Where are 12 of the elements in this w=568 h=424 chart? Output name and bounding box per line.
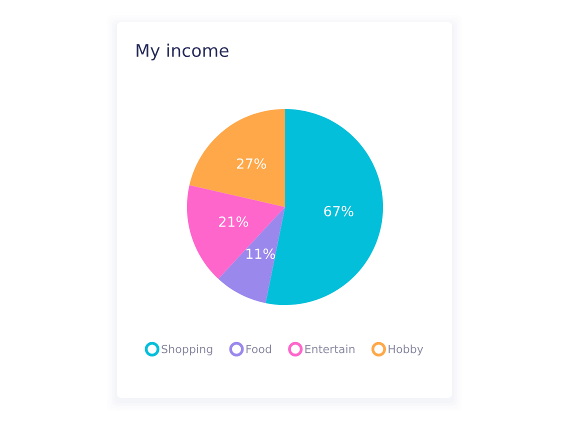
data-label: 21% [219, 216, 248, 227]
legend-label: Food [246, 344, 272, 354]
pie-slice [189, 108, 285, 207]
legend-label: Shopping [162, 344, 212, 356]
data-label: 27% [236, 158, 266, 169]
data-label: 11% [246, 248, 276, 260]
chart-title: My income [136, 44, 228, 60]
pie-slice [218, 207, 285, 304]
legend-label: Entertain [305, 344, 354, 354]
pie-slice [186, 185, 285, 279]
data-label: 67% [324, 206, 354, 216]
legend-label: Hobby [388, 344, 424, 356]
